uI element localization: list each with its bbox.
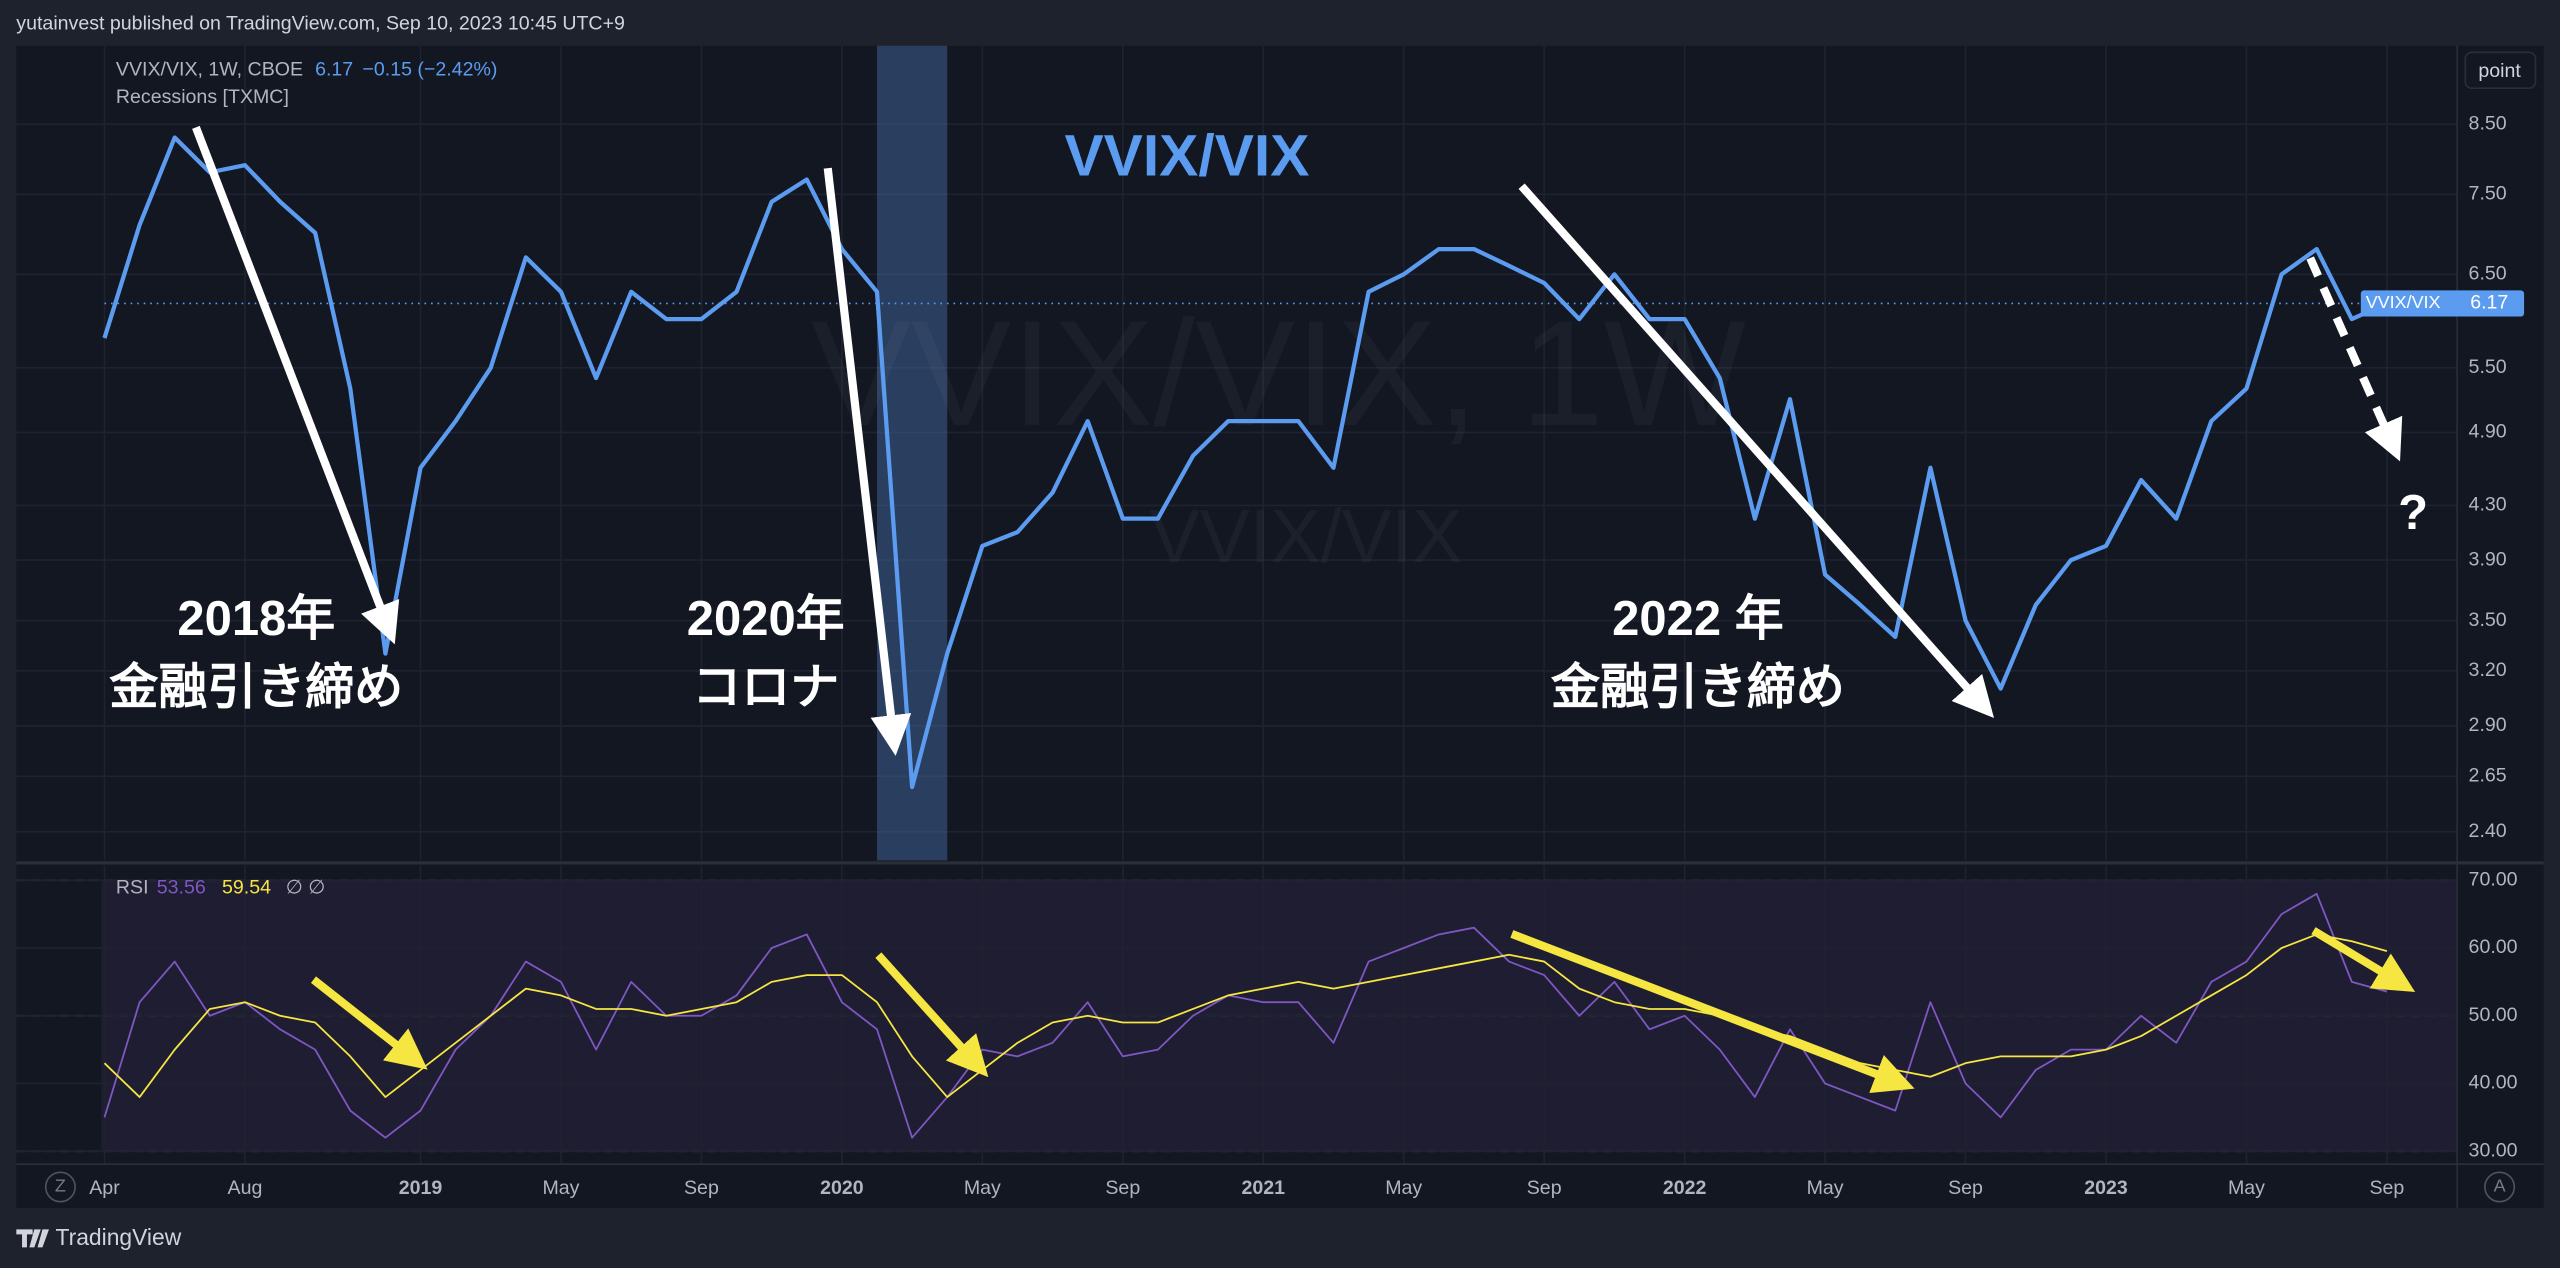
x-tick-label: Sep [1527,1177,1562,1199]
auto-button-label[interactable]: A [2494,1176,2506,1196]
legend-last: 6.17 [315,58,353,80]
y-tick-label: 3.90 [2469,548,2507,570]
annotation: 金融引き締め [109,661,403,715]
x-tick-label: 2021 [1241,1177,1285,1199]
annotation: 2020年 [687,592,845,646]
rsi-legend-extra: ∅ ∅ [286,876,326,898]
y-tick-label: 60.00 [2469,936,2518,958]
annotation: コロナ [692,661,839,715]
x-tick-label: 2023 [2084,1177,2128,1199]
annotation: 2018年 [177,592,335,646]
x-tick-label: Aug [228,1177,263,1199]
x-tick-label: Sep [684,1177,719,1199]
legend-overlay: Recessions [TXMC] [116,86,289,108]
watermark-sub: VVIX/VIX [1150,494,1463,578]
annotation: ? [2398,486,2428,540]
y-tick-label: 2.40 [2469,820,2507,842]
x-tick-label: May [964,1177,1001,1199]
watermark: VVIX/VIX, 1W [811,289,1746,457]
y-tick-label: 7.50 [2469,182,2507,204]
y-tick-label: 6.50 [2469,262,2507,284]
y-tick-label: 2.65 [2469,764,2507,786]
x-tick-label: Sep [1105,1177,1140,1199]
y-tick-label: 5.50 [2469,356,2507,378]
zoom-button[interactable] [44,1171,76,1203]
y-tick-label: 70.00 [2469,868,2518,890]
rsi-ma-legend-value: 59.54 [222,876,271,898]
y-tick-label: 4.90 [2469,421,2507,443]
legend-title: VVIX/VIX, 1W, CBOE [116,58,303,80]
price-label-box [2360,290,2525,317]
x-tick-label: May [542,1177,579,1199]
published: yutainvest published on TradingView.com,… [16,13,625,35]
y-tick-label: 8.50 [2469,112,2507,134]
auto-button[interactable] [2484,1171,2516,1203]
x-tick-label: 2020 [820,1177,864,1199]
y-tick-label: 4.30 [2469,494,2507,516]
annotation: 金融引き締め [1551,661,1845,715]
rsi-legend-title: RSI [116,876,149,898]
annotation-arrows [192,125,2403,756]
y-tick-label: 2.90 [2469,714,2507,736]
annotation: 2022 年 [1612,592,1784,646]
x-tick-label: May [2228,1177,2265,1199]
brand-logo [16,1229,49,1248]
price-label-name: VVIX/VIX [2366,292,2441,312]
x-tick-label: May [1807,1177,1844,1199]
x-tick-label: Sep [1948,1177,1983,1199]
y-tick-label: 50.00 [2469,1004,2518,1026]
y-tick-label: 3.50 [2469,609,2507,631]
series-line [102,135,2388,790]
x-tick-label: 2022 [1663,1177,1707,1199]
y-tick-label: 3.20 [2469,659,2507,681]
price-label-value: 6.17 [2470,292,2508,314]
chart-title: VVIX/VIX [1064,124,1309,189]
x-tick-label: Apr [89,1177,120,1199]
chart-panel [16,45,2544,1209]
series-line [103,933,2388,1098]
y-tick-label: 30.00 [2469,1139,2518,1161]
zoom-button-label[interactable]: Z [55,1176,66,1196]
x-tick-label: May [1385,1177,1422,1199]
brand: TradingView [56,1224,182,1250]
legend-change: −0.15 (−2.42%) [362,58,497,80]
scale-button[interactable] [2464,51,2537,90]
rsi-annotation-arrows [310,927,2416,1094]
scale-button-label[interactable]: point [2478,60,2521,82]
x-tick-label: 2019 [399,1177,443,1199]
y-tick-label: 40.00 [2469,1072,2518,1094]
rsi-legend-value: 53.56 [157,876,206,898]
x-tick-label: Sep [2369,1177,2404,1199]
